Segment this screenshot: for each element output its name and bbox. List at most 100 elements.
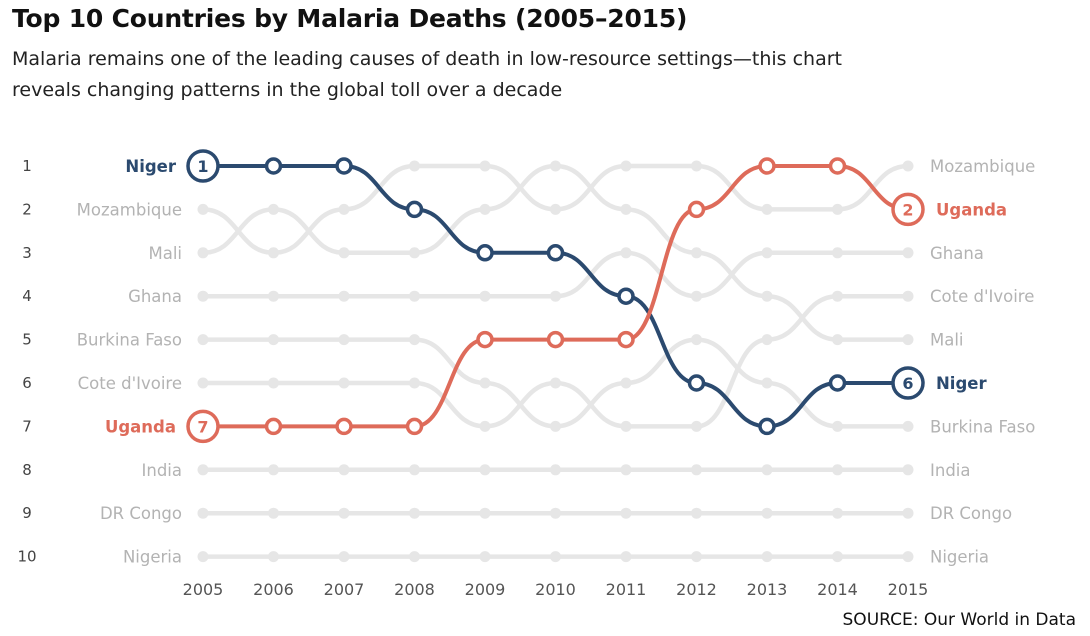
data-point-niger-2008 (405, 200, 424, 219)
data-point-ghana-2010 (550, 290, 561, 302)
data-point-mali-2012 (691, 247, 702, 259)
year-tick-label: 2009 (465, 580, 506, 599)
end-marker-rank-uganda-2005: 7 (197, 417, 208, 436)
data-point-uganda-2007 (335, 417, 353, 436)
data-point-niger-2012 (687, 374, 706, 392)
source-note: SOURCE: Our World in Data (842, 610, 1076, 630)
data-point-mali-2013 (761, 290, 773, 302)
data-point-india-2007 (338, 464, 350, 476)
rank-tick-label: 10 (17, 548, 36, 566)
left-country-labels: Niger Mozambique Mali Ghana Burkina Faso Cote… (77, 157, 182, 567)
data-point-mozambique-2011 (620, 160, 632, 172)
left-label-mali: Mali (148, 244, 182, 263)
year-tick-label: 2013 (747, 580, 788, 599)
rank-tick-label: 4 (22, 287, 32, 305)
series-line-ghana (200, 250, 911, 299)
data-point-mozambique-2009 (479, 160, 491, 172)
right-label-uganda: Uganda (936, 200, 1007, 219)
data-point-dr-congo-2007 (338, 507, 350, 519)
data-point-dr-congo-2011 (620, 507, 632, 519)
data-point-mali-2011 (620, 203, 632, 215)
right-label-nigeria: Nigeria (930, 548, 989, 567)
data-point-burkina-faso-2015 (902, 420, 914, 432)
data-point-cote-d-ivoire-2013 (761, 334, 773, 346)
data-point-dr-congo-2005 (197, 507, 209, 519)
right-label-cote-d-ivoire: Cote d'Ivoire (930, 287, 1034, 306)
data-point-mali-2008 (409, 247, 420, 259)
end-marker-niger-2015 (891, 366, 925, 400)
year-tick-label: 2011 (606, 580, 647, 599)
data-point-cote-d-ivoire-2009 (479, 420, 491, 432)
series-line-burkina-faso (200, 337, 911, 429)
data-point-nigeria-2015 (902, 551, 914, 563)
data-point-dr-congo-2009 (479, 507, 491, 519)
data-point-niger-2014 (828, 374, 847, 392)
data-point-mali-2010 (550, 160, 561, 172)
data-point-dr-congo-2012 (691, 507, 702, 519)
data-point-mali-2015 (902, 334, 914, 346)
background-points (197, 160, 914, 563)
data-point-dr-congo-2015 (902, 507, 914, 519)
data-point-nigeria-2014 (832, 551, 843, 563)
data-point-india-2010 (550, 464, 561, 476)
data-point-nigeria-2010 (550, 551, 561, 563)
data-point-nigeria-2012 (691, 551, 702, 563)
right-label-india: India (930, 461, 971, 480)
right-label-niger: Niger (936, 374, 987, 393)
data-point-ghana-2007 (338, 290, 350, 302)
rank-tick-label: 6 (22, 374, 32, 392)
data-point-burkina-faso-2005 (197, 334, 209, 346)
right-label-mali: Mali (930, 331, 964, 350)
data-point-cote-d-ivoire-2007 (338, 377, 350, 389)
data-point-cote-d-ivoire-2005 (197, 377, 209, 389)
data-point-niger-2011 (617, 287, 635, 305)
year-tick-label: 2014 (817, 580, 858, 599)
rank-tick-label: 3 (22, 244, 32, 262)
data-point-mozambique-2007 (338, 203, 350, 215)
data-point-mali-2005 (197, 247, 209, 259)
right-label-burkina-faso: Burkina Faso (930, 417, 1035, 436)
data-point-burkina-faso-2013 (761, 377, 773, 389)
left-label-india: India (142, 461, 183, 480)
data-point-nigeria-2008 (409, 551, 420, 563)
end-marker-rank-uganda-2015: 2 (902, 200, 913, 219)
data-point-mozambique-2008 (409, 160, 420, 172)
data-point-mozambique-2013 (761, 203, 773, 215)
year-tick-label: 2010 (535, 580, 576, 599)
left-label-ghana: Ghana (128, 287, 182, 306)
rank-tick-label: 7 (22, 417, 32, 435)
data-point-niger-2013 (758, 417, 776, 436)
data-point-nigeria-2009 (479, 551, 491, 563)
data-point-dr-congo-2013 (761, 507, 773, 519)
right-label-ghana: Ghana (930, 244, 984, 263)
left-label-dr-congo: DR Congo (100, 504, 182, 523)
data-point-dr-congo-2010 (550, 507, 561, 519)
end-marker-niger-2005 (186, 149, 220, 183)
data-point-uganda-2013 (758, 157, 776, 175)
data-point-niger-2006 (264, 157, 283, 175)
left-label-niger: Niger (125, 157, 176, 176)
data-point-ghana-2013 (761, 247, 773, 259)
data-point-cote-d-ivoire-2006 (268, 377, 279, 389)
data-point-india-2009 (479, 464, 491, 476)
year-tick-label: 2015 (888, 580, 929, 599)
data-point-uganda-2008 (405, 417, 424, 436)
data-point-uganda-2014 (828, 157, 847, 175)
data-point-mozambique-2014 (832, 203, 843, 215)
left-label-nigeria: Nigeria (123, 548, 182, 567)
data-point-uganda-2012 (687, 200, 706, 219)
data-point-india-2006 (268, 464, 279, 476)
end-marker-uganda-2015 (891, 192, 925, 227)
data-point-mali-2014 (832, 334, 843, 346)
data-point-india-2015 (902, 464, 914, 476)
right-label-mozambique: Mozambique (930, 157, 1035, 176)
data-point-mozambique-2005 (197, 203, 209, 215)
end-marker-rank-niger-2005: 1 (197, 157, 208, 176)
year-tick-label: 2005 (183, 580, 224, 599)
data-point-india-2012 (691, 464, 702, 476)
rank-tick-label: 2 (22, 200, 32, 218)
chart-title: Top 10 Countries by Malaria Deaths (2005… (12, 4, 688, 33)
right-country-labels: Mozambique Uganda Ghana Cote d'Ivoire Mali Ni… (930, 157, 1035, 567)
data-point-nigeria-2006 (268, 551, 279, 563)
